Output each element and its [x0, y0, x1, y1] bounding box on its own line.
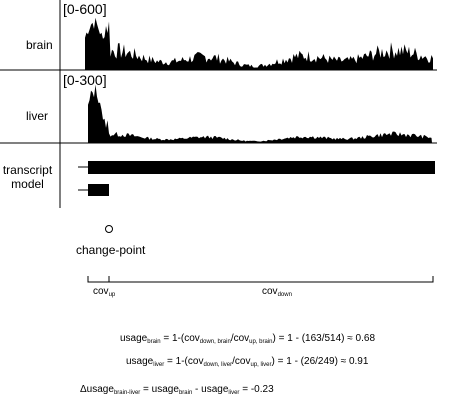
usage-brain-p1: = 1-(cov — [160, 333, 200, 344]
transcript-exon-long — [88, 161, 435, 174]
cov-up-sub: up — [108, 292, 116, 298]
usage-liver-s2: up, liver — [250, 362, 272, 368]
usage-liver-p1: = 1-(cov — [164, 356, 204, 367]
delta-usage-s2: liver — [228, 390, 240, 396]
liver-coverage-track — [88, 84, 432, 143]
usage-liver-lhs-sub: liver — [153, 362, 165, 368]
cov-down-sub: down — [277, 292, 292, 298]
usage-liver-p2: /cov — [232, 356, 251, 367]
brain-label: brain — [26, 38, 53, 52]
change-point-marker — [105, 225, 113, 233]
delta-usage-p1: = usage — [140, 384, 179, 395]
cov-up-label: covup — [93, 286, 115, 301]
delta-usage-s1: brain — [178, 390, 193, 396]
liver-label: liver — [26, 109, 49, 123]
usage-brain-s1: down, brain — [199, 339, 231, 345]
coverage-bracket — [87, 276, 434, 283]
transcript-label-line1: transcript — [2, 163, 53, 177]
transcript-exon-short — [88, 184, 109, 196]
usage-brain-lhs-sub: brain — [147, 339, 161, 345]
delta-usage-lhs: Δusage — [80, 384, 114, 395]
usage-liver-s1: down, liver — [203, 362, 233, 368]
liver-range: [0-300] — [63, 72, 107, 88]
brain-coverage-track — [85, 17, 433, 70]
usage-liver-lhs: usage — [126, 356, 154, 367]
usage-brain-p2: /cov — [230, 333, 250, 344]
usage-brain-lhs: usage — [120, 333, 148, 344]
formula-usage-liver: usageliver = 1-(covdown, liver/covup, li… — [126, 356, 368, 371]
formula-delta-usage: Δusagebrain-liver = usagebrain - usageli… — [80, 384, 274, 399]
delta-usage-lhs-sub: brain-liver — [113, 390, 141, 396]
cov-up-main: cov — [93, 286, 109, 297]
delta-usage-p2: - usage — [192, 384, 229, 395]
cov-down-label: covdown — [262, 286, 292, 301]
delta-usage-p3: = -0.23 — [239, 384, 274, 395]
usage-brain-p3: ) = 1 - (163/514) ≈ 0.68 — [272, 333, 376, 344]
cov-down-main: cov — [262, 286, 278, 297]
formula-usage-brain: usagebrain = 1-(covdown, brain/covup, br… — [120, 333, 375, 348]
transcript-label-line2: model — [11, 177, 44, 191]
transcript-model-label: transcript model — [0, 163, 55, 191]
brain-range: [0-600] — [63, 1, 107, 17]
usage-brain-s2: up, brain — [249, 339, 273, 345]
usage-liver-p3: ) = 1 - (26/249) ≈ 0.91 — [271, 356, 369, 367]
change-point-label: change-point — [76, 243, 146, 257]
